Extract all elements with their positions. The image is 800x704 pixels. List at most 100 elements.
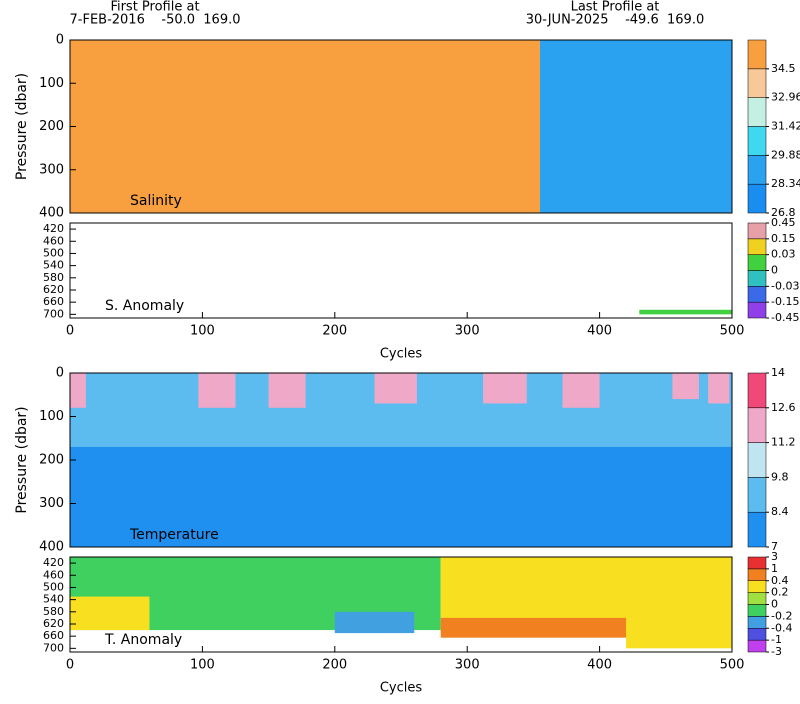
y-tick-label: 0 — [56, 33, 64, 48]
x-tick-label: 200 — [322, 658, 347, 673]
x-tick-label: 0 — [66, 658, 74, 673]
colorbar-label: -0.45 — [771, 311, 799, 324]
y-tick-label: 540 — [43, 593, 64, 606]
last-title: Last Profile at — [571, 0, 660, 15]
y-axis-label: Pressure (dbar) — [14, 406, 30, 513]
y-tick-label: 460 — [43, 234, 64, 247]
field-region — [626, 630, 732, 649]
y-tick-label: 460 — [43, 568, 64, 581]
colorbar-band — [747, 568, 767, 581]
x-tick-label: 300 — [455, 658, 480, 673]
colorbar-band — [747, 604, 767, 617]
colorbar-label: 29.88 — [771, 148, 800, 161]
x-tick-label: 300 — [455, 324, 480, 339]
colorbar-band — [747, 592, 767, 605]
panel-label: Temperature — [129, 527, 219, 543]
colorbar-band — [747, 580, 767, 593]
colorbar-label: 32.96 — [771, 91, 800, 104]
field-region — [708, 373, 730, 404]
colorbar-band — [747, 254, 767, 271]
y-axis-label: Pressure (dbar) — [14, 73, 30, 180]
y-tick-label: 580 — [43, 271, 64, 284]
colorbar-label: 11.2 — [771, 436, 796, 449]
y-tick-label: 620 — [43, 283, 64, 296]
y-tick-label: 500 — [43, 246, 64, 259]
field-region — [639, 309, 732, 315]
colorbar-label: 9.8 — [771, 470, 789, 483]
field-region — [440, 617, 627, 638]
colorbar-band — [747, 155, 767, 185]
y-tick-label: 660 — [43, 629, 64, 642]
x-tick-label: 100 — [190, 324, 215, 339]
colorbar-band — [747, 442, 767, 478]
y-tick-label: 400 — [39, 540, 64, 555]
x-tick-label: 400 — [587, 324, 612, 339]
field-region — [374, 373, 417, 404]
field-region — [70, 373, 86, 408]
y-tick-label: 580 — [43, 605, 64, 618]
colorbar-label: 12.6 — [771, 401, 796, 414]
colorbar-label: -1 — [771, 633, 782, 646]
colorbar-band — [747, 222, 767, 240]
x-tick-label: 500 — [720, 324, 745, 339]
y-tick-label: 620 — [43, 617, 64, 630]
colorbar-band — [747, 126, 767, 156]
x-axis-label: Cycles — [380, 681, 423, 696]
colorbar-label: 0.4 — [771, 574, 789, 587]
field-region — [562, 373, 600, 408]
colorbar-label: -0.15 — [771, 295, 799, 308]
first-title: First Profile at — [110, 0, 199, 15]
y-tick-label: 700 — [43, 641, 64, 654]
colorbar-label: 0.15 — [771, 232, 796, 245]
field-region — [70, 596, 150, 631]
colorbar-band — [747, 407, 767, 443]
field-region — [70, 40, 541, 213]
colorbar-label: -0.03 — [771, 279, 799, 292]
field-region — [672, 373, 699, 400]
colorbar-label: 34.5 — [771, 62, 796, 75]
y-tick-label: 300 — [39, 496, 64, 511]
colorbar-band — [747, 372, 767, 409]
colorbar-band — [747, 639, 767, 653]
plot-frame — [69, 222, 733, 319]
y-tick-label: 100 — [39, 409, 64, 424]
colorbar-band — [747, 477, 767, 513]
colorbar-label: 0 — [771, 264, 778, 277]
colorbar-label: -0.2 — [771, 609, 792, 622]
colorbar-band — [747, 616, 767, 629]
x-tick-label: 200 — [322, 324, 347, 339]
colorbar-label: 14 — [771, 366, 785, 379]
panel-label: T. Anomaly — [104, 632, 182, 648]
panel-label: S. Anomaly — [105, 298, 184, 314]
colorbar-label: -3 — [771, 645, 782, 658]
colorbar-band — [747, 183, 767, 214]
y-tick-label: 400 — [39, 206, 64, 221]
colorbar-label: 0.2 — [771, 586, 789, 599]
y-tick-label: 200 — [39, 119, 64, 134]
y-tick-label: 500 — [43, 580, 64, 593]
field-region — [198, 373, 236, 408]
colorbar-label: 0.45 — [771, 216, 796, 229]
y-tick-label: 660 — [43, 295, 64, 308]
colorbar-band — [747, 286, 767, 303]
y-tick-label: 200 — [39, 453, 64, 468]
x-tick-label: 500 — [720, 658, 745, 673]
field-region — [540, 40, 732, 213]
colorbar-label: 7 — [771, 540, 778, 553]
y-tick-label: 420 — [43, 222, 64, 235]
colorbar-band — [747, 556, 767, 570]
colorbar-label: 0.03 — [771, 248, 796, 261]
colorbar-label: -0.4 — [771, 621, 792, 634]
x-tick-label: 400 — [587, 658, 612, 673]
y-tick-label: 700 — [43, 307, 64, 320]
colorbar-band — [747, 68, 767, 98]
y-tick-label: 540 — [43, 259, 64, 272]
colorbar-band — [747, 97, 767, 127]
first-info: 7-FEB-2016 -50.0 169.0 — [70, 13, 241, 28]
colorbar-label: 0 — [771, 598, 778, 611]
field-region — [334, 611, 415, 634]
y-tick-label: 420 — [43, 556, 64, 569]
colorbar-band — [747, 238, 767, 255]
colorbar-label: 3 — [771, 550, 778, 563]
